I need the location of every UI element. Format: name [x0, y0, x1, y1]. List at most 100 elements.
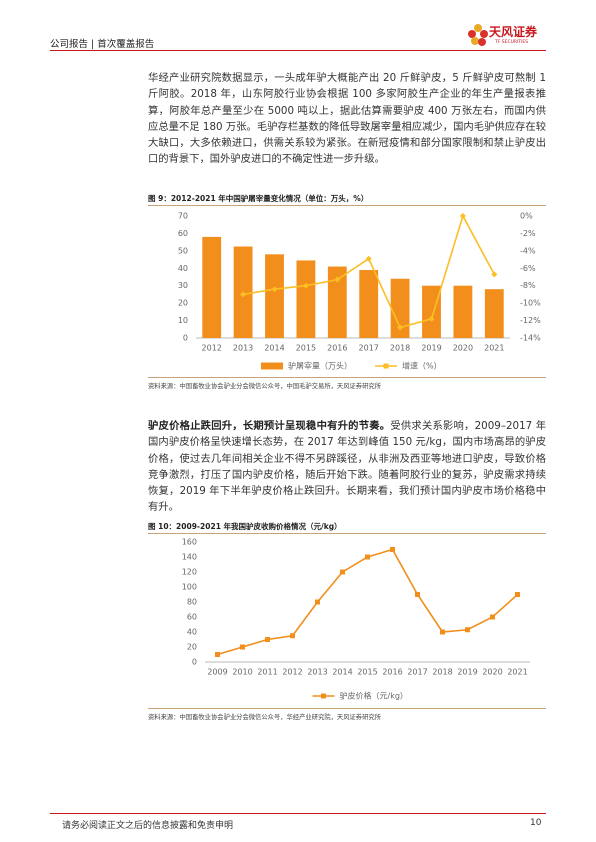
- bold-lead: 驴皮价格止跌回升，长期预计呈现稳中有升的节奏。: [148, 420, 391, 432]
- marker: [390, 547, 395, 552]
- bar: [202, 236, 222, 338]
- marker: [290, 633, 295, 639]
- figure-rule: [148, 377, 546, 378]
- y-tick-label: 80: [187, 598, 197, 607]
- header-left: 公司报告 | 首次覆盖报告: [50, 39, 155, 50]
- marker: [440, 629, 445, 635]
- logo: [468, 24, 488, 46]
- x-tick-label: 2013: [307, 668, 327, 677]
- x-tick-label: 2015: [357, 668, 377, 677]
- x-tick-label: 2019: [421, 344, 441, 353]
- x-tick-label: 2018: [432, 668, 452, 677]
- y-tick-label: 40: [178, 264, 188, 273]
- x-tick-label: 2016: [382, 668, 402, 677]
- y-tick-label: 30: [178, 281, 188, 290]
- y-tick-label: 140: [182, 553, 197, 562]
- legend-item: 驴皮价格（元/kg）: [312, 691, 408, 701]
- y-tick-label: 10: [178, 316, 188, 325]
- marker: [397, 324, 404, 331]
- marker: [315, 599, 320, 605]
- paragraph-text: 受供求关系影响，2009–2017 年国内驴皮价格呈快速增长态势，在 2017 …: [148, 420, 546, 514]
- y-tick-label: 160: [182, 538, 197, 547]
- marker: [490, 614, 495, 620]
- x-tick-label: 2014: [332, 668, 352, 677]
- marker: [340, 569, 345, 575]
- paragraph: 驴皮价格止跌回升，长期预计呈现稳中有升的节奏。受供求关系影响，2009–2017…: [148, 418, 546, 516]
- marker: [215, 652, 220, 657]
- line: [217, 548, 519, 656]
- y-tick-label: 50: [178, 246, 188, 255]
- figure-rule: [148, 205, 546, 206]
- x-tick-label: 2017: [407, 668, 427, 677]
- bar: [296, 260, 316, 338]
- marker: [428, 315, 435, 322]
- y2-tick-label: 0%: [520, 212, 533, 221]
- marker: [265, 637, 270, 642]
- x-tick-label: 2012: [202, 344, 222, 353]
- x-tick-label: 2019: [457, 668, 477, 677]
- y2-tick-label: -8%: [520, 281, 536, 290]
- x-tick-label: 2016: [327, 344, 347, 353]
- marker: [415, 592, 420, 597]
- marker: [271, 286, 278, 293]
- y2-tick-label: -12%: [520, 316, 541, 325]
- legend-swatch-marker: [383, 363, 389, 369]
- bar: [422, 285, 441, 338]
- brand-en: TF SECURITIES: [495, 40, 529, 45]
- y-tick-label: 70: [178, 212, 188, 221]
- figure-title: 图 10：2009-2021 年我国驴皮收购价格情况（元/kg）: [148, 522, 342, 531]
- y-tick-label: 20: [178, 299, 188, 308]
- disclaimer: 请务必阅读正文之后的信息披露和免责申明: [62, 821, 234, 831]
- marker: [334, 276, 341, 283]
- x-tick-label: 2010: [232, 668, 252, 677]
- x-tick-label: 2020: [482, 668, 502, 677]
- figure-rule: [148, 533, 546, 534]
- x-tick-label: 2009: [207, 668, 227, 677]
- source: 资料来源：中国畜牧业协会驴业分会微信公众号，中国毛驴交易所，天风证券研究所: [148, 383, 381, 390]
- x-tick-label: 2012: [282, 668, 302, 677]
- y-tick-label: 120: [182, 568, 197, 577]
- chart: 0 20 40 60 80 100 120 140 160 2009 2010 2011 2012 201…: [182, 538, 530, 701]
- x-tick-label: 2015: [296, 344, 316, 353]
- marker: [240, 644, 245, 650]
- y-tick-label: 0: [183, 334, 188, 343]
- marker: [459, 213, 466, 219]
- marker: [240, 291, 247, 298]
- figure-title: 图 9：2012-2021 年中国驴屠宰量变化情况（单位：万头，%）: [148, 194, 369, 203]
- y2-tick-label: -2%: [520, 229, 536, 238]
- x-tick-label: 2018: [390, 344, 410, 353]
- y-tick-label: 20: [187, 643, 197, 652]
- footer-rule: [50, 813, 546, 814]
- marker: [515, 592, 520, 597]
- x-tick-label: 2013: [233, 344, 253, 353]
- bar: [327, 266, 347, 338]
- marker: [491, 271, 498, 278]
- x-tick-label: 2021: [507, 668, 527, 677]
- paragraph: 华经产业研究院数据显示，一头成年驴大概能产出 20 斤鲜驴皮，5 斤鲜驴皮可熬制…: [148, 72, 546, 166]
- x-tick-label: 2021: [484, 344, 504, 353]
- bar: [359, 270, 379, 338]
- y2-tick-label: -14%: [520, 334, 541, 343]
- y2-tick-label: -10%: [520, 299, 541, 308]
- bar: [484, 289, 504, 338]
- legend-swatch: [261, 362, 283, 370]
- chart: 0 10 20 30 40 50 60 70 0% -2% -4% -6% -8% -10% -12% -14…: [178, 212, 541, 371]
- x-tick-label: 2017: [359, 344, 379, 353]
- bar: [390, 278, 410, 338]
- x-tick-label: 2011: [257, 668, 277, 677]
- y-tick-label: 100: [182, 583, 197, 592]
- marker: [365, 554, 370, 560]
- bar: [453, 285, 473, 338]
- bar: [265, 254, 284, 338]
- header-rule: [50, 50, 546, 51]
- source: 资料来源：中国畜牧业协会驴业分会微信公众号，华经产业研究院，天风证券研究所: [148, 714, 381, 721]
- marker: [302, 282, 309, 289]
- marker: [365, 255, 372, 262]
- y-tick-label: 0: [192, 658, 197, 667]
- x-tick-label: 2014: [264, 344, 284, 353]
- y-tick-label: 40: [187, 628, 197, 637]
- figure-rule: [148, 708, 546, 709]
- y-tick-label: 60: [187, 613, 197, 622]
- y2-tick-label: -4%: [520, 246, 536, 255]
